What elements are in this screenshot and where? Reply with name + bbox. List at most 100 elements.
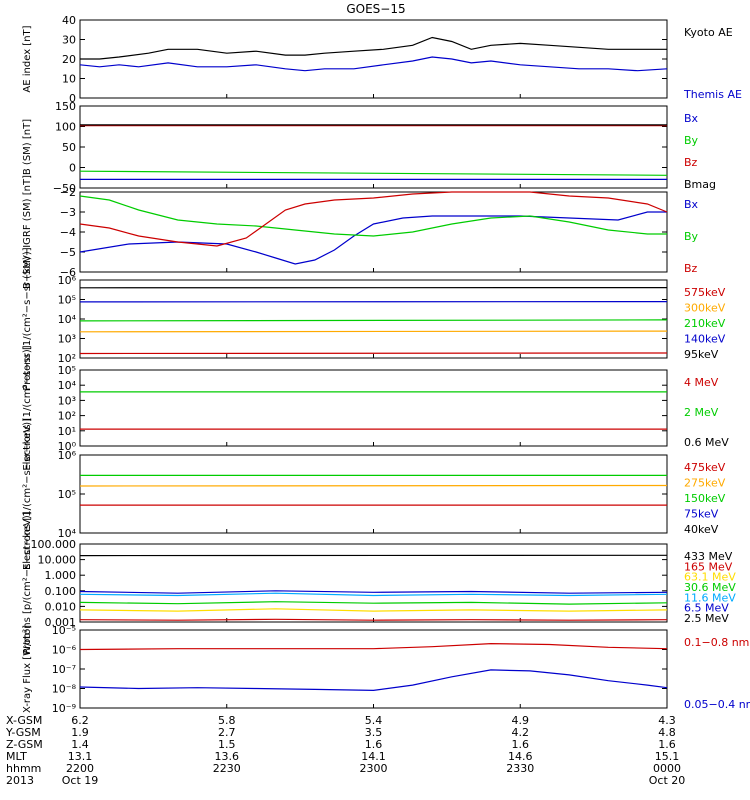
y-tick-label: 10⁵ (58, 294, 76, 307)
legend-entry: 40keV (684, 523, 719, 536)
legend-entry: Bz (684, 156, 698, 169)
x-axis-row-label: X-GSM (6, 714, 42, 727)
y-tick-label: −5 (60, 246, 76, 259)
y-tick-label: 10⁶ (58, 449, 77, 462)
y-tick-label: 10² (58, 352, 76, 365)
y-axis-label: Electrons [1/(cm²−s−sr)] (22, 345, 33, 470)
y-tick-label: 10⁻⁶ (52, 644, 77, 657)
x-axis-value: 5.8 (218, 714, 236, 727)
series-line (79, 642, 668, 651)
legend-entry: 300keV (684, 302, 726, 315)
x-axis-value: 1.6 (365, 738, 383, 751)
series-line (79, 484, 668, 487)
y-tick-label: 100.000 (31, 538, 77, 551)
x-axis-value: 4.2 (512, 726, 530, 739)
y-axis-label: Protons [1/(cm²−s−sr−keV)] (22, 247, 33, 390)
y-tick-label: 10⁻⁹ (52, 702, 76, 715)
legend-entry: Bmag (684, 178, 716, 191)
legend-entry: 150keV (684, 492, 726, 505)
y-tick-label: 10⁻⁷ (52, 663, 76, 676)
legend-entry: 4 MeV (684, 376, 719, 389)
y-tick-label: 100 (55, 121, 76, 134)
legend-entry: 0.1−0.8 nm (684, 636, 749, 649)
legend-entry: 95keV (684, 348, 719, 361)
y-tick-label: 10² (58, 410, 76, 423)
series-line (79, 669, 668, 692)
y-tick-label: 10⁵ (58, 488, 76, 501)
y-tick-label: −3 (60, 206, 76, 219)
legend-entry: By (684, 230, 699, 243)
x-axis-value: 1.6 (658, 738, 676, 751)
y-tick-label: −2 (60, 186, 76, 199)
series-line (79, 608, 668, 612)
x-axis-row-label: 2013 (6, 774, 34, 787)
series-line (79, 352, 668, 355)
x-axis-value: 4.8 (658, 726, 676, 739)
legend-entry: 0.05−0.4 nm (684, 698, 750, 711)
x-axis-value: 2330 (506, 762, 534, 775)
y-tick-label: 10⁴ (58, 313, 77, 326)
y-axis-label: B (SM) [nT] (22, 119, 33, 175)
legend-entry: 2.5 MeV (684, 612, 729, 625)
x-axis-value: 2200 (66, 762, 94, 775)
y-axis-label: B (SM)−IGRF (SM) [nT] (22, 175, 33, 289)
series-line (79, 618, 668, 621)
series-line (79, 211, 667, 265)
series-line (79, 195, 667, 237)
y-tick-label: 40 (62, 14, 76, 27)
y-tick-label: 150 (55, 100, 76, 113)
legend-entry: 0.6 MeV (684, 436, 729, 449)
y-tick-label: 10⁻⁸ (52, 683, 77, 696)
x-axis-value: 14.6 (508, 750, 533, 763)
panel-8: 10⁻⁹ 10⁻⁸ 10⁻⁷ 10⁻⁶ 10⁻⁵ X-ray Flux [W/m²] 0.1… (22, 624, 750, 715)
legend-entry: 11.6 MeV (684, 591, 736, 604)
legend-entry: 6.5 MeV (684, 602, 729, 615)
y-tick-label: 10⁰ (58, 440, 77, 453)
y-axis-label: Protons [p/(cm²−s−sr−keV)] (22, 511, 33, 654)
y-tick-label: 0.100 (45, 585, 77, 598)
legend-entry: 433 MeV (684, 550, 733, 563)
x-axis-value: 1.4 (71, 738, 89, 751)
x-axis-annotation: X-GSMY-GSMZ-GSMMLThhmm20136.21.91.413.12… (5, 714, 685, 787)
y-tick-label: −50 (53, 182, 76, 195)
panel-7: 0.001 0.010 0.100 1.000 10.000 100.000Protons… (22, 511, 736, 654)
x-axis-value: 2230 (213, 762, 241, 775)
y-tick-label: 0.010 (45, 600, 77, 613)
series-line (79, 191, 668, 247)
series-line (79, 170, 668, 176)
series-line (79, 56, 668, 72)
plot-title: GOES−15 (346, 2, 405, 16)
y-axis-label: Electrons [1/(cm²−s−sr−keV)] (22, 418, 33, 570)
legend-entry: 63.1 MeV (684, 571, 736, 584)
y-tick-label: 50 (62, 141, 76, 154)
panel-frame (79, 105, 668, 189)
y-tick-label: 0.001 (45, 616, 77, 629)
legend-entry: 575keV (684, 286, 726, 299)
legend-entry: Bz (684, 262, 698, 275)
x-axis-value: 0000 (653, 762, 681, 775)
y-tick-label: 10.000 (38, 554, 77, 567)
x-axis-value: 3.5 (365, 726, 383, 739)
x-axis-value: Oct 20 (649, 774, 686, 787)
x-axis-value: 4.9 (512, 714, 530, 727)
legend-entry: 2 MeV (684, 406, 719, 419)
y-tick-label: 10⁴ (58, 527, 77, 540)
panel-4: 10² 10³ 10⁴ 10⁵ 10⁶ Protons [1/(cm²−s−sr−keV)… (22, 247, 726, 390)
series-line (79, 601, 668, 605)
legend-entry: 140keV (684, 333, 726, 346)
y-tick-label: 10³ (58, 394, 76, 407)
y-tick-label: 1.000 (45, 569, 77, 582)
y-tick-label: 30 (62, 34, 76, 47)
legend-entry: Bx (684, 112, 699, 125)
panel-frame (79, 454, 668, 534)
legend-entry: Kyoto AE (684, 26, 733, 39)
legend-entry: By (684, 134, 699, 147)
y-tick-label: −6 (60, 266, 76, 279)
y-tick-label: −4 (60, 226, 76, 239)
panel-frame (79, 191, 668, 273)
x-axis-value: 14.1 (361, 750, 386, 763)
y-tick-label: 0 (69, 162, 76, 175)
series-line (79, 592, 668, 597)
x-axis-value: 15.1 (655, 750, 680, 763)
